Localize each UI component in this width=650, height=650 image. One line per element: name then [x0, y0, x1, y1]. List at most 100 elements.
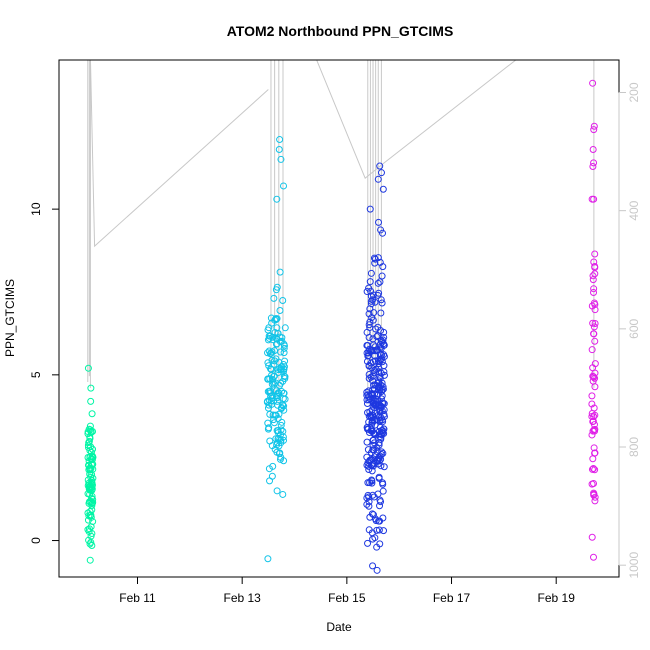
- data-point: [375, 474, 383, 482]
- data-point: [589, 427, 597, 435]
- data-point: [87, 384, 95, 392]
- data-point: [589, 319, 597, 327]
- data-point: [379, 479, 387, 487]
- data-point: [87, 455, 95, 463]
- data-point: [86, 540, 94, 548]
- data-point: [370, 397, 378, 405]
- data-point: [588, 392, 596, 400]
- data-point: [270, 294, 278, 302]
- data-point: [274, 390, 282, 398]
- data-point: [367, 269, 375, 277]
- data-point: [365, 462, 373, 470]
- y-axis: 0 5 10: [29, 202, 60, 544]
- secondary-tick-label: 800: [627, 437, 641, 457]
- data-point: [590, 491, 598, 499]
- data-point: [379, 185, 387, 193]
- data-point: [84, 441, 92, 449]
- data-point: [379, 385, 387, 393]
- data-point: [589, 163, 597, 171]
- data-point: [380, 527, 388, 535]
- data-point: [374, 175, 382, 183]
- data-point: [269, 411, 277, 419]
- data-point: [378, 399, 386, 407]
- data-point: [591, 369, 599, 377]
- data-point: [87, 429, 95, 437]
- x-tick-label: Feb 19: [538, 591, 576, 605]
- data-point: [376, 343, 384, 351]
- data-point: [369, 402, 377, 410]
- data-point: [87, 397, 95, 405]
- data-point: [369, 372, 377, 380]
- data-point: [377, 226, 385, 234]
- data-point: [367, 422, 375, 430]
- data-point: [364, 539, 372, 547]
- data-point: [264, 375, 272, 383]
- altitude-trace-segment: [316, 60, 517, 179]
- data-point: [375, 218, 383, 226]
- data-point: [368, 476, 376, 484]
- y-tick-label: 5: [29, 371, 43, 378]
- data-point: [267, 314, 275, 322]
- data-point: [363, 391, 371, 399]
- data-point: [88, 410, 96, 418]
- data-point: [591, 383, 599, 391]
- data-point: [378, 355, 386, 363]
- data-point: [590, 285, 598, 293]
- data-point: [279, 297, 287, 305]
- data-point: [591, 262, 599, 270]
- data-point: [372, 365, 380, 373]
- data-point: [276, 136, 284, 144]
- data-point: [368, 510, 376, 518]
- data-point: [377, 435, 385, 443]
- data-point: [375, 289, 383, 297]
- altitude-trace-layer: [87, 60, 595, 424]
- x-tick-label: Feb 13: [223, 591, 261, 605]
- data-point: [85, 484, 93, 492]
- data-point: [273, 283, 281, 291]
- data-point: [85, 437, 93, 445]
- data-point: [265, 396, 273, 404]
- data-point: [589, 276, 597, 284]
- data-point: [369, 491, 377, 499]
- data-point: [277, 348, 285, 356]
- data-point: [277, 431, 285, 439]
- data-point: [377, 309, 385, 317]
- data-point: [376, 384, 384, 392]
- data-point: [271, 357, 279, 365]
- data-point: [85, 457, 93, 465]
- data-point: [591, 425, 599, 433]
- data-point: [280, 182, 288, 190]
- data-point: [590, 126, 598, 134]
- data-point: [367, 297, 375, 305]
- data-point: [273, 487, 281, 495]
- data-point: [378, 358, 386, 366]
- data-point: [367, 300, 375, 308]
- secondary-tick-label: 200: [627, 82, 641, 102]
- data-point: [380, 463, 388, 471]
- data-point: [365, 374, 373, 382]
- data-point: [376, 278, 384, 286]
- data-point: [280, 365, 288, 373]
- data-point: [378, 272, 386, 280]
- data-point: [376, 517, 384, 525]
- data-point: [590, 613, 596, 619]
- x-tick-label: Feb 11: [119, 591, 156, 605]
- data-point: [84, 364, 92, 372]
- data-point: [374, 456, 382, 464]
- data-point: [379, 383, 387, 391]
- altitude-trace-segment: [89, 60, 269, 248]
- data-point: [84, 516, 92, 524]
- data-point: [365, 349, 373, 357]
- data-point: [588, 533, 596, 541]
- data-point: [279, 377, 287, 385]
- data-point: [363, 396, 371, 404]
- data-point: [369, 418, 377, 426]
- data-point: [264, 555, 272, 563]
- data-point: [375, 526, 383, 534]
- data-point: [363, 438, 371, 446]
- data-point: [370, 429, 378, 437]
- data-point: [373, 526, 381, 534]
- data-point: [372, 517, 380, 525]
- data-point: [367, 347, 375, 355]
- data-point: [87, 523, 95, 531]
